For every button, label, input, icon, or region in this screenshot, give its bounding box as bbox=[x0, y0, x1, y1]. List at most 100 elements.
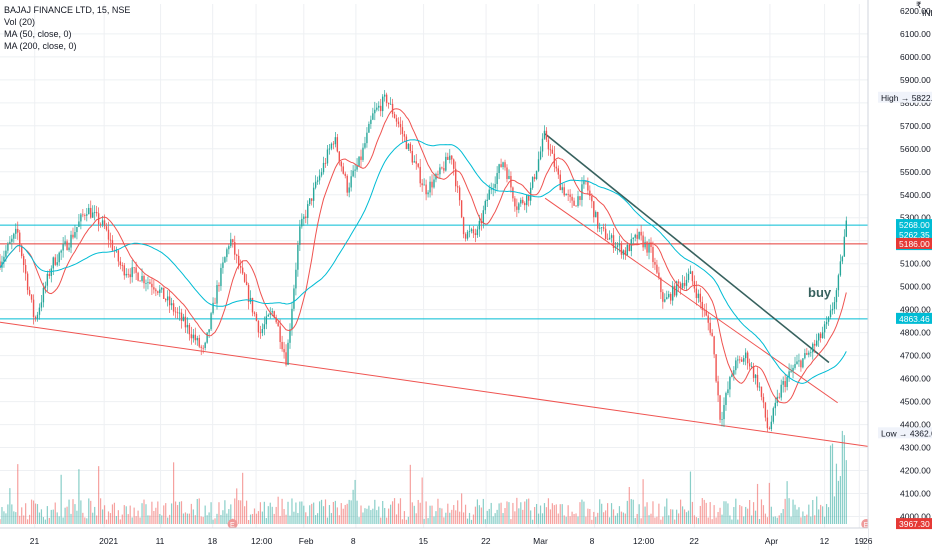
candle-body bbox=[713, 336, 715, 355]
candle-body bbox=[600, 227, 603, 229]
buy-annotation[interactable]: buy bbox=[808, 285, 832, 300]
volume-bar bbox=[145, 504, 147, 524]
trendline[interactable] bbox=[544, 197, 838, 404]
last-price-label[interactable]: 5268.00 bbox=[899, 220, 930, 230]
currency-icon: ₹ bbox=[916, 0, 921, 10]
candle-body bbox=[330, 143, 333, 149]
candle-body bbox=[770, 421, 773, 429]
candle-body bbox=[176, 312, 179, 314]
volume-bar bbox=[474, 506, 477, 524]
volume-bar bbox=[640, 518, 642, 524]
volume-bar bbox=[259, 502, 261, 524]
high-label[interactable]: High → 5822.20 bbox=[881, 93, 932, 103]
volume-bar bbox=[581, 499, 583, 524]
candle-body bbox=[310, 198, 313, 201]
candle-body bbox=[22, 256, 25, 266]
blue-level-label[interactable]: 4863.46 bbox=[899, 314, 930, 324]
trendline[interactable] bbox=[0, 321, 869, 447]
candle-body bbox=[228, 246, 230, 250]
candle-body bbox=[318, 175, 321, 181]
volume-bar bbox=[393, 498, 396, 524]
volume-bar bbox=[281, 498, 283, 524]
candle-body bbox=[159, 289, 161, 293]
volume-bar bbox=[660, 519, 662, 524]
time-axis[interactable] bbox=[0, 528, 868, 550]
candle-body bbox=[385, 94, 388, 103]
candle-body bbox=[752, 366, 755, 378]
candle-body bbox=[845, 220, 847, 237]
close-price-label[interactable]: 5262.35 bbox=[899, 230, 930, 240]
candle-body bbox=[275, 317, 277, 323]
candle-body bbox=[610, 235, 613, 238]
ma50-line[interactable] bbox=[0, 108, 847, 404]
volume-bar bbox=[305, 512, 307, 524]
volume-bar bbox=[399, 498, 402, 524]
volume-bar bbox=[790, 516, 792, 524]
legend-ma50[interactable]: MA (50, close, 0) bbox=[4, 29, 72, 39]
volume-bar bbox=[200, 516, 202, 524]
legend-volume[interactable]: Vol (20) bbox=[4, 17, 36, 27]
volume-bar bbox=[758, 518, 761, 524]
price-axis[interactable] bbox=[868, 0, 932, 550]
red-level-label[interactable]: 5186.00 bbox=[899, 239, 930, 249]
low-label[interactable]: Low → 4362.00 bbox=[881, 428, 932, 438]
candle-body bbox=[222, 262, 224, 268]
volume-bar bbox=[25, 503, 27, 524]
candle-body bbox=[756, 374, 759, 388]
candle-body bbox=[626, 244, 629, 255]
candle-body bbox=[399, 124, 402, 128]
candle-body bbox=[131, 267, 133, 278]
ma200-line[interactable] bbox=[0, 139, 847, 384]
candle-body bbox=[93, 212, 96, 213]
volume-bar bbox=[678, 513, 680, 524]
volume-bar bbox=[48, 517, 50, 524]
trendline[interactable] bbox=[544, 133, 830, 364]
volume-bar bbox=[794, 504, 796, 524]
candle-body bbox=[798, 360, 800, 362]
candle-body bbox=[350, 176, 352, 188]
volume-bar bbox=[563, 515, 565, 524]
volume-bar bbox=[589, 509, 591, 524]
price-tick: 4600.00 bbox=[900, 374, 931, 384]
candle-body bbox=[239, 265, 242, 268]
volume-bar bbox=[101, 509, 104, 524]
volume-bar bbox=[585, 516, 587, 524]
candle-body bbox=[62, 244, 64, 251]
price-tick: 4300.00 bbox=[900, 443, 931, 453]
candle-body bbox=[283, 349, 285, 353]
bottom-price-label[interactable]: 3967.30 bbox=[899, 519, 930, 529]
volume-bar bbox=[691, 501, 694, 524]
volume-bar bbox=[534, 507, 536, 524]
candle-body bbox=[119, 261, 122, 266]
volume-bar bbox=[184, 512, 187, 524]
candle-body bbox=[443, 168, 445, 171]
candle-body bbox=[9, 241, 11, 244]
candle-body bbox=[514, 198, 516, 207]
candle-body bbox=[281, 342, 283, 350]
candle-body bbox=[492, 187, 494, 189]
volume-bar bbox=[255, 513, 258, 524]
volume-bar bbox=[482, 498, 484, 524]
candle-body bbox=[606, 238, 609, 240]
candle-body bbox=[654, 262, 656, 265]
volume-bar bbox=[247, 519, 250, 524]
volume-bar bbox=[68, 499, 70, 524]
volume-bar bbox=[697, 518, 699, 524]
volume-bar bbox=[415, 513, 417, 524]
volume-bar bbox=[636, 513, 638, 524]
volume-bar bbox=[303, 505, 305, 524]
candle-body bbox=[677, 281, 680, 284]
candle-body bbox=[188, 324, 191, 335]
bottom-price-label-bg bbox=[896, 518, 932, 530]
legend-symbol[interactable]: BAJAJ FINANCE LTD, 15, NSE bbox=[4, 5, 131, 15]
time-tick: 12:00 bbox=[633, 536, 655, 546]
price-tick: 5900.00 bbox=[900, 75, 931, 85]
legend-ma200[interactable]: MA (200, close, 0) bbox=[4, 41, 77, 51]
earnings-marker-icon[interactable] bbox=[227, 519, 238, 529]
candle-body bbox=[618, 243, 621, 246]
volume-bar bbox=[204, 505, 206, 524]
candle-body bbox=[735, 360, 737, 371]
candle-body bbox=[766, 417, 769, 429]
volume-bar bbox=[315, 515, 317, 524]
